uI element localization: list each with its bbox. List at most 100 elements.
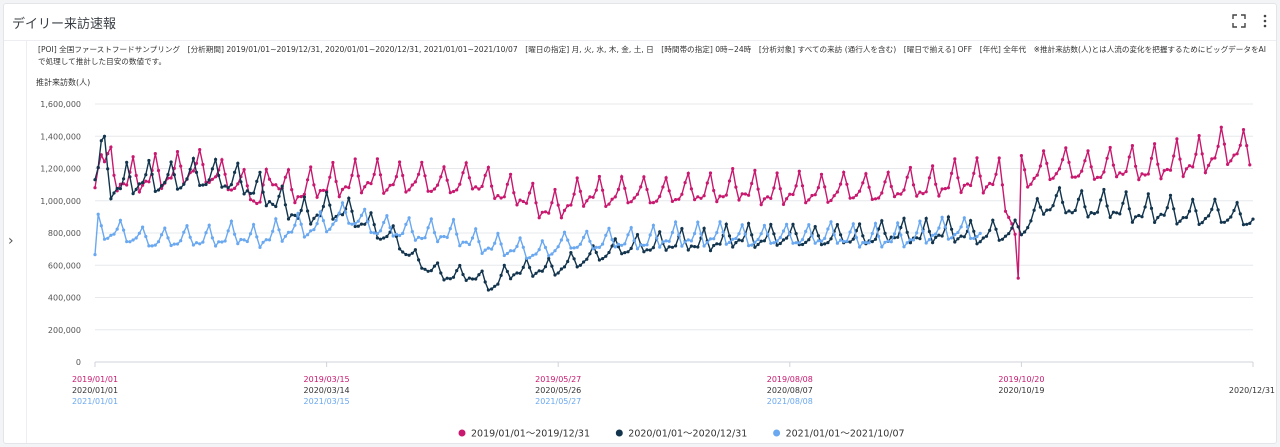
data-point (236, 242, 240, 246)
data-point (1057, 167, 1062, 171)
data-point (759, 239, 763, 243)
data-point (648, 248, 652, 252)
chevron-right-icon[interactable]: › (8, 233, 14, 249)
data-point (943, 225, 947, 229)
data-point (1095, 175, 1100, 179)
data-point (1035, 197, 1039, 201)
data-point (946, 186, 951, 190)
data-point (169, 160, 173, 164)
data-point (639, 243, 643, 247)
data-point (1232, 208, 1236, 213)
data-point (486, 246, 490, 250)
data-point (163, 180, 167, 185)
data-point (493, 284, 497, 288)
data-point (623, 242, 627, 246)
data-point (1013, 218, 1017, 222)
data-point (515, 244, 519, 248)
data-point (762, 197, 767, 201)
data-point (984, 185, 989, 189)
data-point (214, 175, 218, 179)
data-point (1130, 144, 1134, 148)
sidebar-toggle[interactable]: › (4, 40, 27, 443)
data-point (134, 187, 138, 191)
x-tick-label: 2020/03/14 (304, 386, 350, 395)
data-point (737, 232, 741, 236)
data-point (470, 277, 475, 281)
data-point (778, 241, 782, 246)
data-point (642, 175, 646, 179)
x-tick-label: 2019/10/20 (998, 375, 1044, 384)
data-point (597, 245, 602, 249)
data-point (486, 165, 490, 169)
data-point (651, 201, 656, 205)
data-point (1127, 207, 1131, 211)
data-point (610, 197, 614, 201)
data-point (556, 271, 560, 275)
data-point (807, 198, 811, 202)
data-point (959, 225, 963, 229)
data-point (1054, 194, 1058, 198)
data-point (1200, 152, 1204, 156)
data-point (1083, 159, 1087, 163)
data-point (804, 229, 808, 233)
data-point (1229, 159, 1233, 163)
data-point (448, 191, 452, 195)
data-point (248, 232, 253, 236)
data-point (223, 239, 227, 243)
data-point (93, 253, 97, 257)
data-point (204, 231, 208, 235)
data-point (467, 242, 471, 247)
data-point (115, 227, 119, 231)
data-point (429, 269, 433, 273)
data-point (474, 277, 478, 281)
data-point (137, 190, 141, 194)
data-point (153, 152, 157, 156)
data-point (566, 238, 570, 242)
data-point (639, 185, 643, 189)
data-point (591, 247, 595, 251)
data-point (267, 200, 272, 204)
data-point (810, 193, 814, 198)
data-point (1111, 163, 1115, 167)
data-point (417, 258, 421, 262)
data-point (328, 227, 332, 231)
data-point (137, 182, 141, 186)
data-point (629, 226, 633, 230)
data-point (204, 182, 208, 187)
data-point (727, 234, 732, 238)
data-point (1207, 214, 1211, 218)
data-point (667, 239, 671, 243)
data-point (1042, 149, 1046, 153)
data-point (712, 188, 716, 193)
data-point (1184, 167, 1188, 171)
data-point (429, 189, 433, 193)
data-point (858, 189, 862, 193)
data-point (740, 192, 744, 196)
data-point (734, 185, 738, 189)
data-point (372, 172, 376, 176)
more-vertical-icon[interactable] (1256, 12, 1274, 30)
data-point (724, 242, 728, 246)
data-point (804, 240, 808, 244)
data-point (309, 165, 313, 169)
data-point (635, 247, 640, 251)
data-point (623, 251, 627, 255)
data-point (810, 234, 814, 238)
data-point (578, 263, 583, 267)
data-point (753, 240, 757, 244)
data-point (832, 233, 836, 237)
x-tick-label: 2020/01/01 (72, 386, 118, 395)
data-point (1181, 174, 1185, 178)
data-point (753, 168, 757, 172)
data-point (604, 254, 608, 258)
data-point (1197, 134, 1201, 138)
data-point (905, 241, 909, 245)
data-point (302, 195, 306, 199)
expand-icon[interactable] (1230, 12, 1248, 30)
data-point (594, 250, 598, 255)
data-point (214, 157, 218, 162)
data-point (689, 244, 694, 248)
data-point (813, 225, 817, 229)
data-point (245, 189, 249, 193)
data-point (293, 201, 297, 205)
